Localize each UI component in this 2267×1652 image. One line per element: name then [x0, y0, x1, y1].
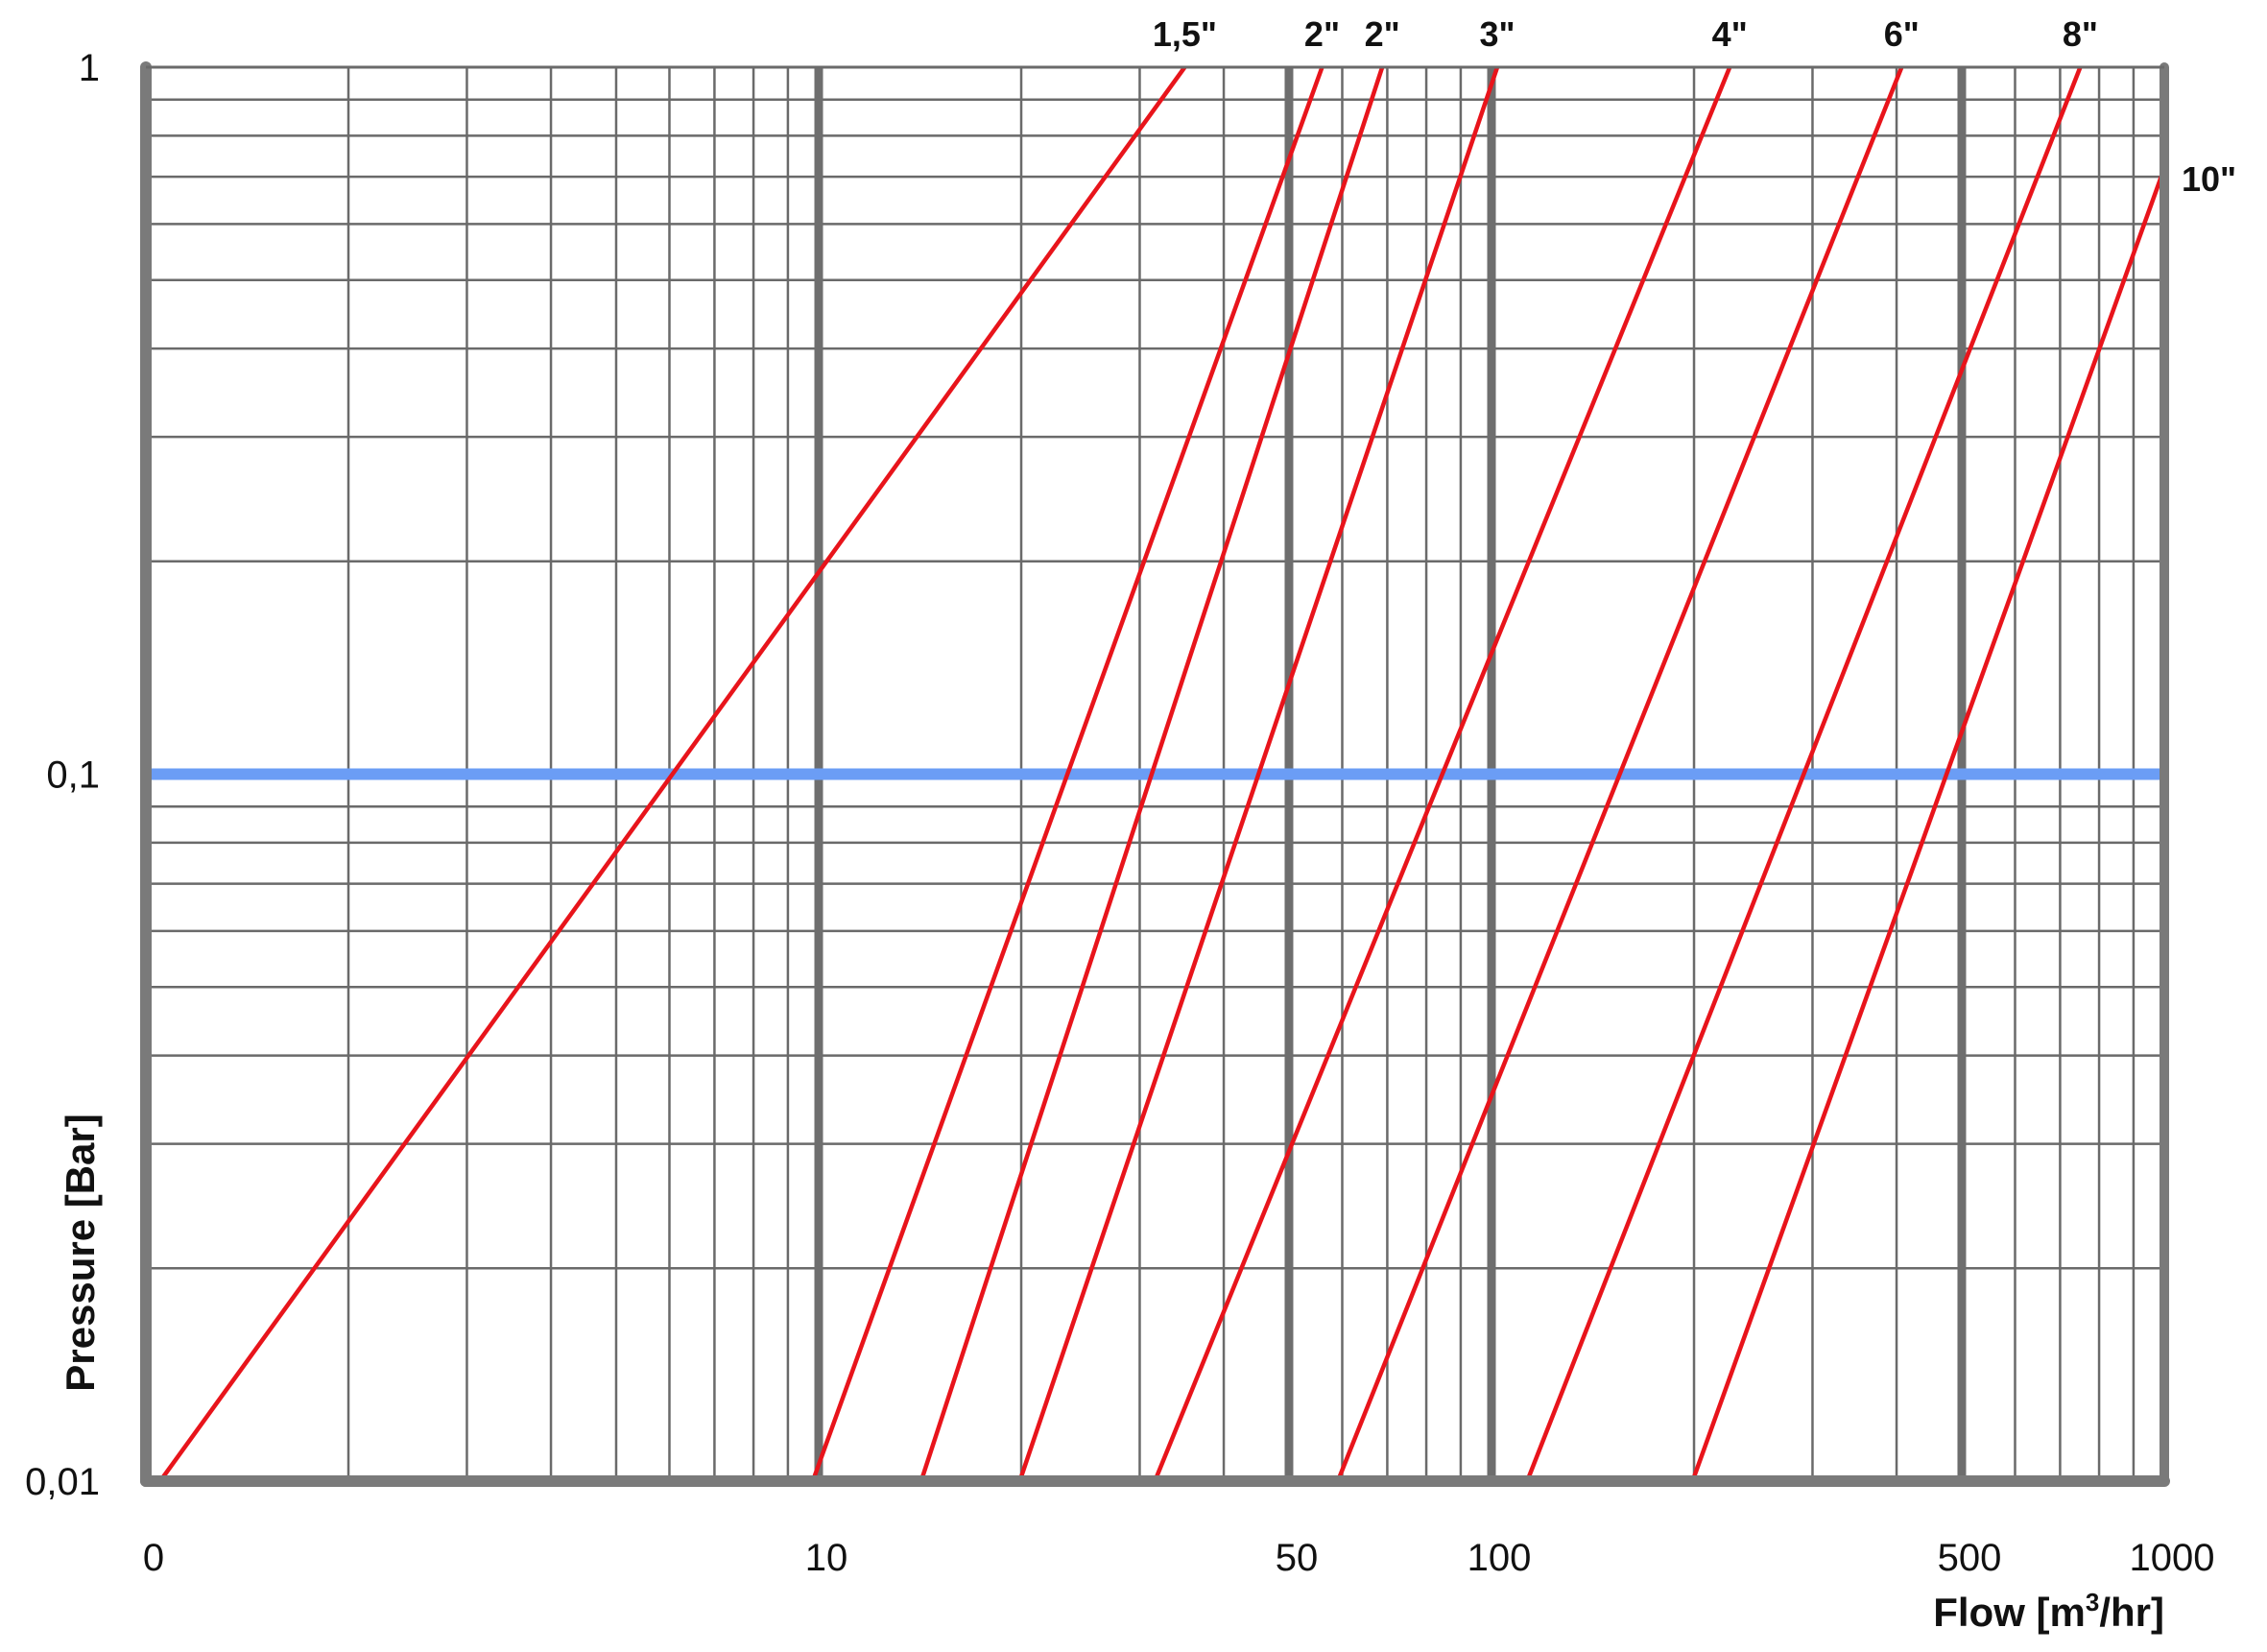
series-line: [158, 65, 1187, 1483]
series-line: [1153, 66, 1732, 1482]
frame-layer: [140, 61, 2170, 1487]
series-line: [1017, 66, 1500, 1482]
x-tick-label: 100: [1468, 1537, 1532, 1579]
series-label: 2": [1304, 14, 1340, 54]
y-tick-label: 0,01: [25, 1461, 100, 1503]
series-label: 10": [2182, 159, 2236, 199]
x-tick-label: 50: [1276, 1537, 1319, 1579]
y-axis-title: Pressure [Bar]: [58, 1113, 103, 1391]
x-axis-title: Flow [m3/hr]: [1933, 1588, 2164, 1635]
series-line: [810, 66, 1324, 1482]
x-tick-label: 0: [143, 1537, 164, 1579]
x-tick-label: 500: [1938, 1537, 2002, 1579]
x-axis-title-superscript: 3: [2086, 1588, 2099, 1616]
series-label: 1,5": [1153, 14, 1217, 54]
series-line: [1525, 66, 2083, 1482]
grid-layer: [146, 67, 2164, 1481]
label-layer: 1,5" 2" 2" 3" 4" 6" 8" 10" 1 0,1 0,01 0 10 50 100 500 10…: [25, 14, 2236, 1579]
series-label: 8": [2063, 14, 2098, 54]
series-label: 3": [1479, 14, 1515, 54]
series-line: [1335, 66, 1904, 1482]
x-tick-label: 10: [805, 1537, 848, 1579]
x-axis-title-tail: /hr]: [2099, 1590, 2164, 1635]
y-tick-label: 0,1: [46, 754, 100, 797]
series-layer: [158, 65, 2167, 1483]
series-line: [1690, 167, 2167, 1482]
series-label: 2": [1365, 14, 1400, 54]
series-label: 4": [1712, 14, 1748, 54]
series-line: [919, 66, 1385, 1482]
y-tick-label: 1: [79, 47, 100, 89]
x-tick-label: 1000: [2130, 1537, 2215, 1579]
series-label: 6": [1884, 14, 1920, 54]
x-axis-title-main: Flow [m: [1933, 1590, 2086, 1635]
